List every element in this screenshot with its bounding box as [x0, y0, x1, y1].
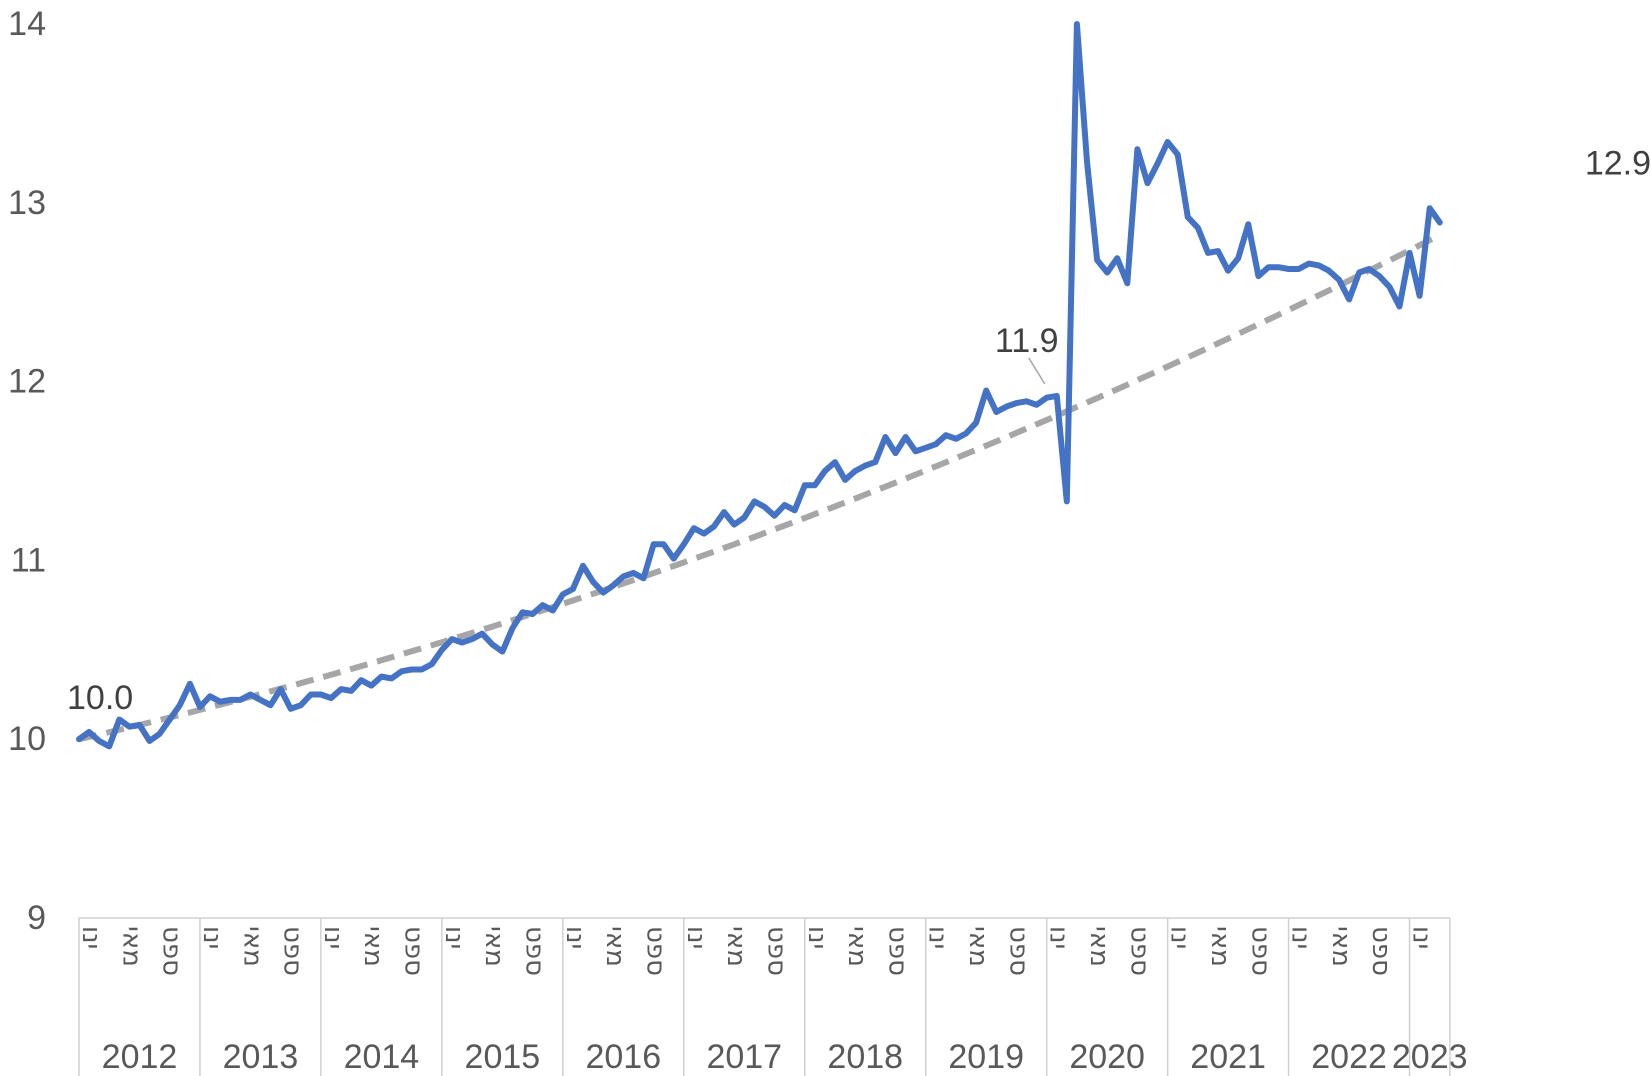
y-tick-label: 13: [8, 184, 46, 222]
data-labels: 10.0 11.9 12.9: [67, 144, 1651, 717]
month-label: ספט: [278, 926, 308, 976]
year-label: 2018: [827, 1038, 903, 1076]
month-label: ינו: [1165, 926, 1195, 949]
year-label: 2019: [948, 1038, 1024, 1076]
data-label: 11.9: [995, 322, 1059, 360]
month-label: מאי: [1084, 926, 1114, 967]
month-label: מאי: [358, 926, 388, 967]
month-label: ספט: [882, 926, 912, 976]
month-label: מאי: [1205, 926, 1235, 967]
month-label: מאי: [600, 926, 630, 967]
month-label: מאי: [237, 926, 267, 967]
year-label: 2012: [102, 1038, 178, 1076]
y-tick-label: 10: [8, 720, 46, 758]
month-label: ינו: [1044, 926, 1074, 949]
month-label: מאי: [721, 926, 751, 967]
year-label: 2021: [1190, 1038, 1266, 1076]
month-label: מאי: [479, 926, 509, 967]
leader-line: [1028, 357, 1046, 385]
month-label: מאי: [1326, 926, 1356, 967]
month-label: מאי: [963, 926, 993, 967]
year-label: 2020: [1069, 1038, 1145, 1076]
data-label: 12.9: [1585, 144, 1651, 182]
x-axis: 2012 ינו מאי ספט 2013 ינו מאי ספט 2014 ינו מאי ספט 2…: [76, 917, 1468, 1076]
year-label: 2015: [465, 1038, 541, 1076]
y-axis: 9 10 11 12 13 14: [8, 5, 46, 937]
month-label: ינו: [1407, 926, 1437, 949]
series-line: [76, 21, 1443, 750]
y-tick-label: 14: [8, 5, 46, 43]
year-label: 2016: [585, 1038, 661, 1076]
month-label: ספט: [399, 926, 429, 976]
trendline-path: [78, 232, 1442, 743]
year-label: 2023: [1392, 1038, 1468, 1076]
month-label: ינו: [923, 926, 953, 949]
y-tick-label: 9: [27, 899, 46, 937]
month-label: ספט: [1124, 926, 1154, 976]
month-label: ינו: [76, 926, 106, 949]
month-label: ספט: [1003, 926, 1033, 976]
month-label: ינו: [681, 926, 711, 949]
y-tick-label: 11: [11, 541, 46, 579]
month-label: ספט: [520, 926, 550, 976]
month-label: ספט: [1245, 926, 1275, 976]
month-label: מאי: [842, 926, 872, 967]
year-label: 2017: [706, 1038, 782, 1076]
year-label: 2013: [223, 1038, 299, 1076]
month-label: ינו: [802, 926, 832, 949]
series-group: [76, 21, 1443, 750]
y-tick-label: 12: [8, 363, 46, 401]
month-label: ינו: [439, 926, 469, 949]
month-label: ינו: [197, 926, 227, 949]
year-label: 2014: [344, 1038, 420, 1076]
month-label: מאי: [116, 926, 146, 967]
month-label: ספט: [640, 926, 670, 976]
data-label: 10.0: [67, 679, 133, 717]
month-label: ינו: [1286, 926, 1316, 949]
month-label: ספט: [1366, 926, 1396, 976]
month-label: ינו: [560, 926, 590, 949]
month-label: ספט: [157, 926, 187, 976]
month-label: ינו: [318, 926, 348, 949]
year-label: 2022: [1311, 1038, 1387, 1076]
month-label: ספט: [761, 926, 791, 976]
trendline: [78, 232, 1442, 743]
